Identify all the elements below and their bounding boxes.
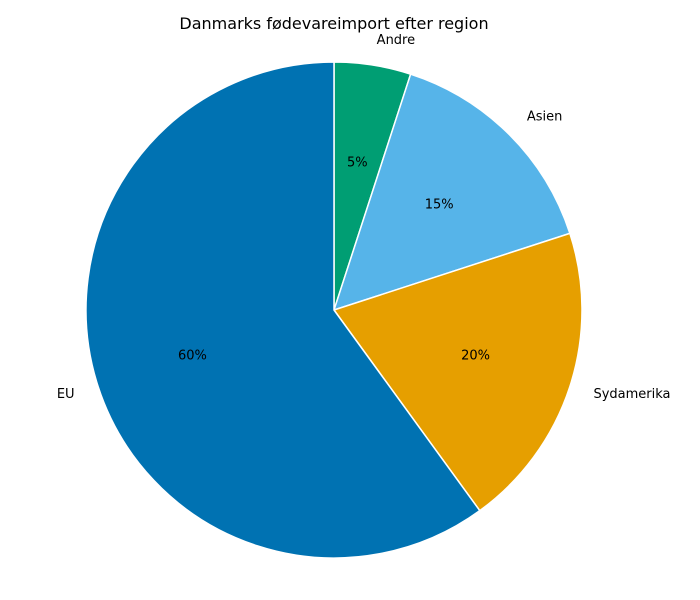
pie-slices (85, 61, 583, 559)
pie-slice-asien (333, 73, 571, 311)
pie-labels: Andre 5% Asien 15% Sydamerika 20% EU 60% (57, 33, 671, 402)
slice-percent-sydamerika: 20% (461, 348, 490, 363)
slice-percent-asien: 15% (425, 197, 454, 212)
slice-label-sydamerika: Sydamerika (593, 387, 670, 402)
chart-title: Danmarks fødevareimport efter region (179, 14, 488, 33)
slice-label-asien: Asien (527, 110, 563, 125)
slice-percent-andre: 5% (347, 156, 368, 171)
slice-percent-eu: 60% (178, 348, 207, 363)
slice-label-andre: Andre (377, 33, 415, 48)
pie-slice-eu (85, 61, 481, 559)
slice-label-eu: EU (57, 387, 75, 402)
pie-slice-sydamerika (333, 232, 583, 512)
